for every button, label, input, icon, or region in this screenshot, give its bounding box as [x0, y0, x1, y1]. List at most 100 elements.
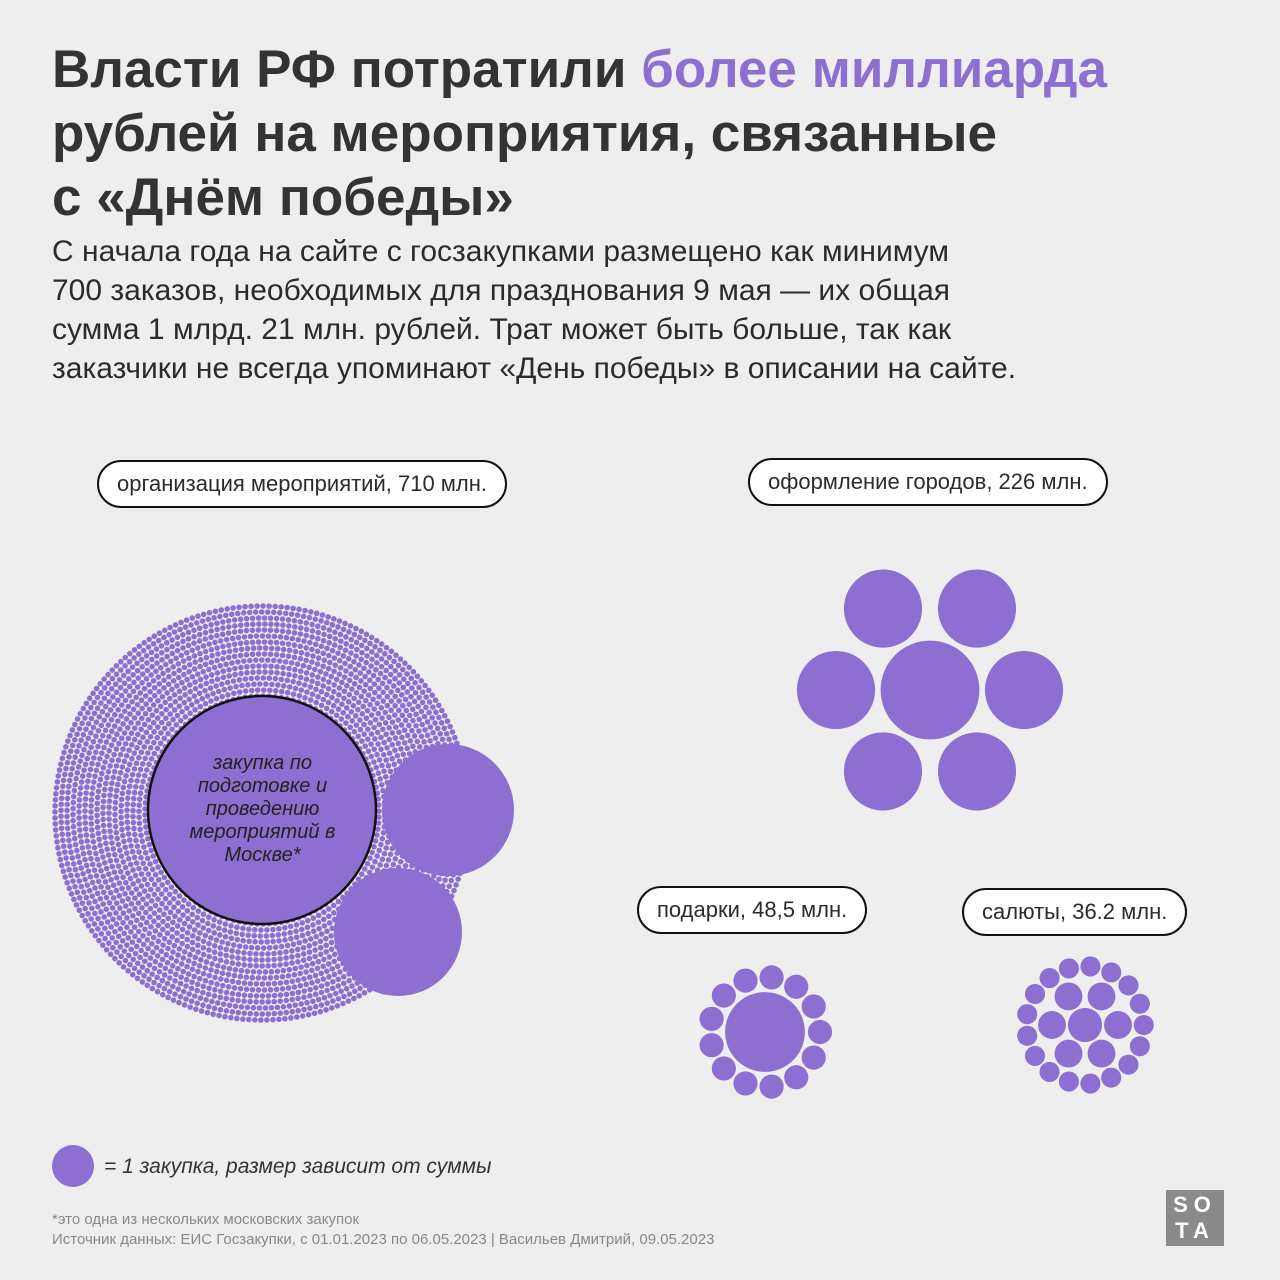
- purchase-circle: [325, 614, 331, 620]
- purchase-circle: [118, 802, 124, 809]
- purchase-circle: [178, 974, 184, 980]
- purchase-circle: [249, 974, 256, 981]
- purchase-circle: [261, 975, 268, 981]
- purchase-circle: [294, 1014, 300, 1020]
- purchase-circle: [157, 932, 163, 938]
- purchase-circle: [330, 902, 337, 909]
- purchase-circle: [231, 629, 238, 635]
- purchase-circle: [184, 963, 190, 970]
- purchase-circle: [330, 978, 336, 985]
- purchase-circle: [252, 1017, 258, 1023]
- purchase-circle: [208, 935, 214, 941]
- purchase-circle: [108, 717, 115, 723]
- purchase-circle: [274, 645, 281, 652]
- purchase-circle: [247, 950, 253, 957]
- purchase-circle: [231, 641, 238, 647]
- purchase-circle: [259, 657, 265, 663]
- purchase-circle: [241, 1010, 248, 1017]
- purchase-circle: [113, 910, 119, 916]
- purchase-circle: [384, 702, 391, 709]
- purchase-circle: [121, 838, 127, 845]
- purchase-circle: [175, 661, 182, 667]
- purchase-circle: [430, 729, 436, 736]
- purchase-circle: [212, 955, 218, 962]
- purchase-circle: [304, 962, 310, 969]
- purchase-circle: [376, 808, 382, 814]
- purchase-circle: [77, 758, 84, 764]
- purchase-circle: [266, 675, 273, 681]
- purchase-circle: [152, 871, 159, 878]
- purchase-circle: [372, 858, 378, 865]
- purchase-circle: [114, 731, 120, 738]
- purchase-circle: [100, 854, 106, 860]
- purchase-circle: [396, 698, 402, 704]
- purchase-circle: [110, 944, 116, 951]
- purchase-circle: [214, 670, 221, 676]
- purchase-circle: [170, 664, 176, 670]
- purchase-circle: [408, 685, 415, 691]
- purchase-circle: [228, 935, 235, 942]
- purchase-circle: [210, 690, 216, 697]
- purchase-circle: [192, 659, 199, 665]
- purchase-circle: [411, 698, 418, 705]
- purchase-circle: [165, 667, 171, 673]
- purchase-circle: [332, 629, 338, 635]
- purchase-circle: [1017, 1004, 1038, 1025]
- purchase-circle: [157, 665, 164, 671]
- purchase-circle: [392, 667, 399, 674]
- purchase-circle: [160, 670, 166, 677]
- purchase-circle: [76, 907, 83, 914]
- purchase-circle: [89, 861, 96, 868]
- purchase-circle: [321, 956, 327, 963]
- purchase-circle: [136, 891, 143, 898]
- purchase-circle: [250, 663, 256, 670]
- purchase-circle: [271, 633, 278, 640]
- purchase-circle: [153, 707, 160, 714]
- purchase-circle: [217, 663, 224, 669]
- purchase-circle: [372, 838, 379, 844]
- purchase-circle: [221, 927, 228, 933]
- purchase-circle: [297, 655, 304, 662]
- purchase-circle: [185, 915, 191, 922]
- purchase-circle: [121, 948, 128, 954]
- purchase-circle: [269, 932, 276, 939]
- purchase-circle: [376, 847, 382, 854]
- purchase-circle: [321, 631, 327, 638]
- purchase-circle: [297, 983, 304, 989]
- group-label: салюты, 36.2 млн.: [962, 888, 1188, 936]
- purchase-circle: [384, 684, 390, 691]
- purchase-circle: [172, 622, 179, 628]
- purchase-circle: [137, 922, 144, 928]
- purchase-circle: [359, 649, 365, 656]
- purchase-circle: [145, 871, 152, 877]
- purchase-circle: [194, 981, 201, 988]
- purchase-circle: [273, 974, 280, 981]
- title-text: Власти РФ потратили: [52, 40, 642, 99]
- purchase-circle: [243, 615, 250, 622]
- purchase-circle: [304, 689, 310, 695]
- purchase-circle: [76, 725, 83, 732]
- purchase-circle: [364, 645, 370, 652]
- purchase-circle: [97, 680, 104, 687]
- purchase-circle: [254, 675, 261, 681]
- purchase-circle: [84, 838, 91, 844]
- logo-text: SO: [1173, 1192, 1217, 1217]
- purchase-circle: [362, 697, 369, 704]
- purchase-circle: [275, 932, 282, 938]
- purchase-circle: [158, 649, 165, 656]
- purchase-circle: [351, 995, 357, 1002]
- purchase-circle: [200, 911, 207, 918]
- purchase-circle: [67, 843, 73, 850]
- purchase-circle: [272, 675, 279, 682]
- purchase-circle: [291, 642, 298, 648]
- purchase-circle: [139, 680, 145, 686]
- purchase-circle: [229, 660, 235, 666]
- purchase-circle: [225, 618, 232, 624]
- purchase-circle: [235, 1009, 242, 1016]
- purchase-circle: [193, 1006, 199, 1012]
- purchase-circle: [65, 789, 71, 796]
- purchase-circle: [280, 683, 287, 689]
- purchase-circle: [402, 863, 409, 869]
- purchase-circle: [279, 616, 286, 622]
- purchase-circle: [251, 932, 258, 939]
